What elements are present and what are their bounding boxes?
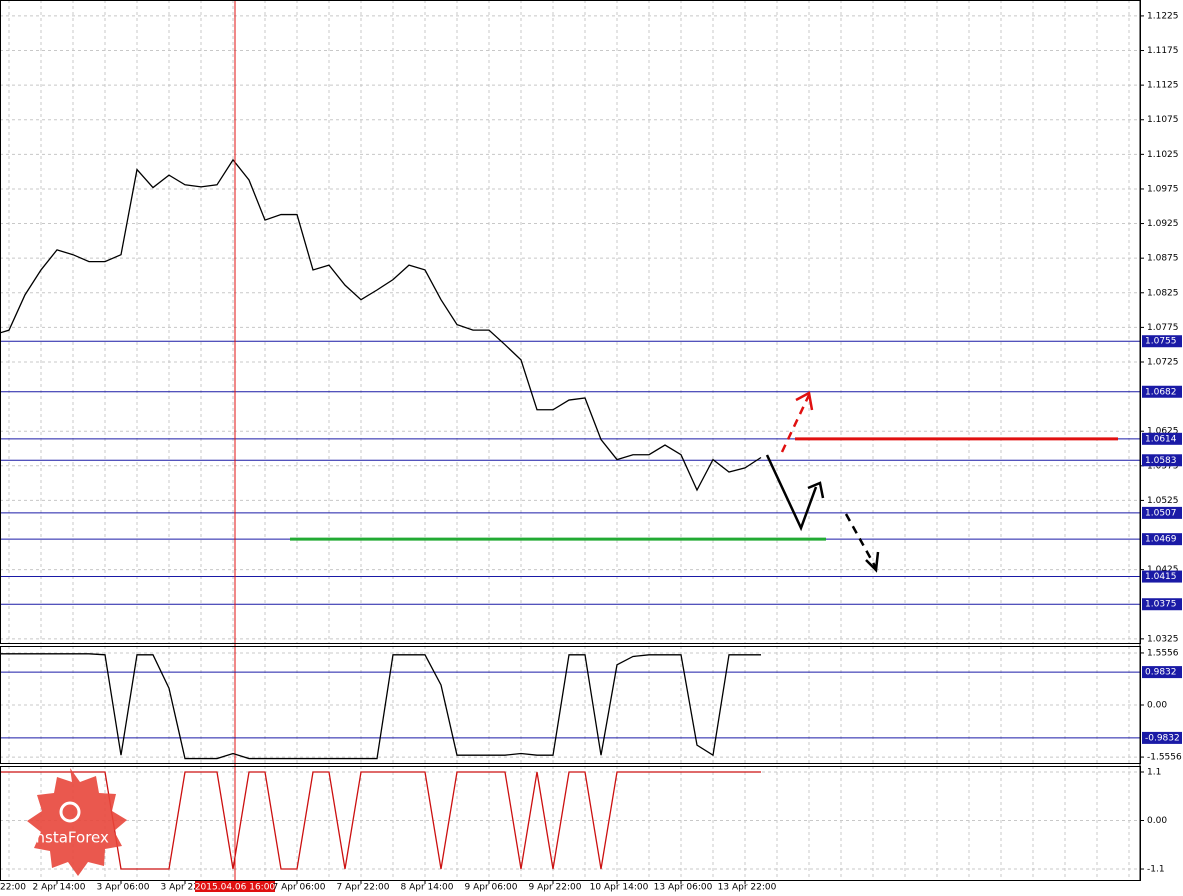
x-tick-label: 2 Apr 14:00 <box>33 883 86 893</box>
y-tick-label: 1.5556 <box>1147 648 1179 658</box>
y-tick-label: 1.1175 <box>1147 46 1179 56</box>
y-tick-label: 1.1 <box>1147 767 1161 777</box>
level-label-box <box>1142 454 1182 467</box>
level-label: 1.0614 <box>1145 434 1177 444</box>
level-label: 1.0755 <box>1145 337 1177 347</box>
level-label-box <box>1142 506 1182 519</box>
level-label: 1.0507 <box>1145 508 1177 518</box>
y-tick-label: -1.5556 <box>1147 753 1182 763</box>
y-tick-label: 1.0325 <box>1147 634 1179 644</box>
y-tick-label: 1.1025 <box>1147 150 1179 160</box>
y-tick-label: 1.0625 <box>1147 427 1179 437</box>
y-tick-label: 0.00 <box>1147 701 1167 711</box>
logo: InstaForex <box>27 768 127 876</box>
level-label-box <box>1142 385 1182 398</box>
grid <box>0 0 1140 880</box>
arrowhead <box>865 551 880 573</box>
y-tick-label: 1.0725 <box>1147 357 1179 367</box>
x-tick-label: 3 Apr 22:00 <box>161 883 214 893</box>
level-label-box <box>1142 533 1182 546</box>
y-tick-label: 1.1075 <box>1147 115 1179 125</box>
level-label-box <box>1142 598 1182 611</box>
y-tick-label: 1.0825 <box>1147 288 1179 298</box>
x-tick-label: 7 Apr 22:00 <box>337 883 390 893</box>
x-cursor-box <box>195 881 275 892</box>
forecast-arrows <box>765 391 880 573</box>
level-label: 1.0415 <box>1145 572 1177 582</box>
logo-icon <box>59 801 81 823</box>
level-label-box <box>1142 666 1182 679</box>
y-tick-label: 1.0425 <box>1147 565 1179 575</box>
level-label-box <box>1142 335 1182 348</box>
logo-badge <box>27 768 127 876</box>
level-label: 1.0583 <box>1145 456 1177 466</box>
x-tick-label: 8 Apr 14:00 <box>401 883 454 893</box>
y-tick-label: 1.0925 <box>1147 219 1179 229</box>
x-tick-label: 13 Apr 22:00 <box>718 883 777 893</box>
price-line <box>0 653 761 760</box>
x-tick-label: 10 Apr 14:00 <box>590 883 649 893</box>
x-tick-label: 9 Apr 22:00 <box>529 883 582 893</box>
x-tick-label: 7 Apr 06:00 <box>273 883 326 893</box>
level-label-box <box>1142 731 1182 744</box>
level-label: 1.0469 <box>1145 535 1177 545</box>
y-tick-label: 1.0875 <box>1147 254 1179 264</box>
level-label: 0.9832 <box>1145 668 1177 678</box>
y-tick-label: 1.0975 <box>1147 184 1179 194</box>
y-tick-label: 1.0575 <box>1147 461 1179 471</box>
level-label: 1.0682 <box>1145 387 1177 397</box>
level-label-box <box>1142 570 1182 583</box>
y-tick-label: 1.1125 <box>1147 81 1179 91</box>
price-line <box>0 158 762 492</box>
x-tick-label: 3 Apr 06:00 <box>97 883 150 893</box>
level-label: 1.0375 <box>1145 600 1177 610</box>
x-tick-label: 13 Apr 06:00 <box>654 883 713 893</box>
y-tick-label: 0.00 <box>1147 816 1167 826</box>
arrowhead <box>795 391 814 411</box>
arrowhead <box>807 481 825 499</box>
x-tick-label: 9 Apr 06:00 <box>465 883 518 893</box>
y-tick-label: 1.0775 <box>1147 323 1179 333</box>
y-tick-label: -1.1 <box>1147 865 1165 875</box>
level-label-box <box>1142 432 1182 445</box>
watermark: InstaForex <box>31 829 109 847</box>
level-label: -0.9832 <box>1145 733 1180 743</box>
arrow-dashed-red <box>780 394 811 453</box>
marks <box>0 0 1140 880</box>
arrow-solid <box>765 454 818 532</box>
y-tick-label: 1.1225 <box>1147 11 1179 21</box>
x-tick-label: 22:00 <box>0 883 26 893</box>
arrow-dashed <box>844 513 878 569</box>
y-tick-label: 1.0525 <box>1147 496 1179 506</box>
x-tick-label: 2015.04.06 16:00 <box>195 883 276 893</box>
price-line <box>0 771 761 870</box>
